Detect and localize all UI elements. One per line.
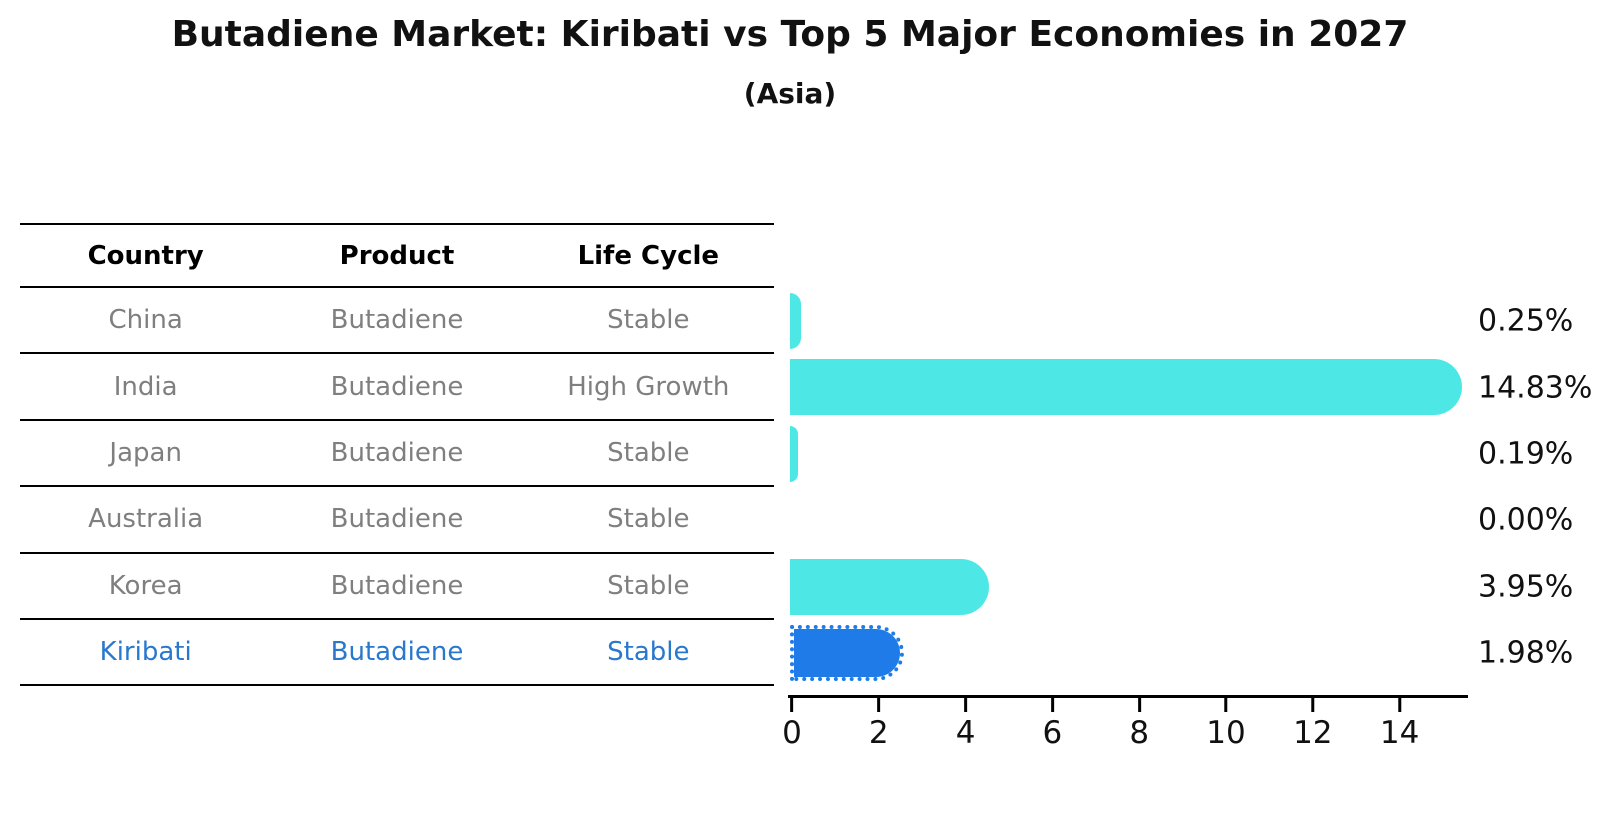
lifecycle-cell: Stable xyxy=(607,437,690,468)
table-row-kiribati: Kiribati Butadiene Stable 1.98% xyxy=(0,620,1604,687)
table-row-cells: India Butadiene High Growth xyxy=(20,354,774,421)
x-axis-tick: 10 xyxy=(1206,698,1246,751)
table-header-row: Country Product Life Cycle xyxy=(0,223,1604,288)
tick-mark xyxy=(1050,698,1054,712)
tick-label: 6 xyxy=(1042,715,1063,751)
value-label-kiribati: 1.98% xyxy=(1478,635,1574,671)
value-label-japan: 0.19% xyxy=(1478,436,1574,472)
table-row-japan: Japan Butadiene Stable 0.19% xyxy=(0,421,1604,488)
lifecycle-cell: Stable xyxy=(607,305,690,336)
table-row-cells: Australia Butadiene Stable xyxy=(20,487,774,554)
x-axis: 0 2 4 6 8 10 12 14 xyxy=(782,695,1478,765)
tick-label: 2 xyxy=(868,715,889,751)
country-cell: China xyxy=(108,305,183,336)
table-row-india: India Butadiene High Growth 14.83% xyxy=(0,354,1604,421)
value-label-india: 14.83% xyxy=(1478,370,1593,406)
x-axis-tick: 0 xyxy=(782,698,802,751)
tick-label: 14 xyxy=(1379,715,1420,751)
lifecycle-cell: Stable xyxy=(607,637,690,668)
lifecycle-cell: High Growth xyxy=(567,371,730,402)
chart-subtitle: (Asia) xyxy=(743,77,837,110)
tick-label: 0 xyxy=(782,715,802,751)
bar-korea xyxy=(790,558,990,615)
product-cell: Butadiene xyxy=(330,305,464,336)
tick-mark xyxy=(790,698,794,712)
value-label-korea: 3.95% xyxy=(1478,569,1574,605)
product-cell: Butadiene xyxy=(330,637,464,668)
bar-japan xyxy=(790,425,799,482)
chart-title: Butadiene Market: Kiribati vs Top 5 Majo… xyxy=(171,14,1409,55)
column-header-product: Product xyxy=(339,240,455,271)
x-axis-tick: 4 xyxy=(955,698,976,751)
bar-kiribati xyxy=(790,624,904,681)
chart-header: Butadiene Market: Kiribati vs Top 5 Majo… xyxy=(0,14,1580,110)
bar-india xyxy=(790,359,1462,416)
value-label-australia: 0.00% xyxy=(1478,502,1574,538)
tick-label: 10 xyxy=(1206,715,1246,751)
column-header-lifecycle: Life Cycle xyxy=(577,240,720,271)
country-cell: Australia xyxy=(88,504,204,535)
table-row-cells: Korea Butadiene Stable xyxy=(20,554,774,620)
value-label-china: 0.25% xyxy=(1478,303,1574,339)
product-cell: Butadiene xyxy=(330,570,464,601)
product-cell: Butadiene xyxy=(330,437,464,468)
tick-mark xyxy=(1137,698,1141,712)
table-row-cells: China Butadiene Stable xyxy=(20,288,774,355)
tick-label: 8 xyxy=(1129,715,1150,751)
table-row-cells: Kiribati Butadiene Stable xyxy=(20,620,774,687)
x-axis-line xyxy=(788,695,1468,698)
tick-mark xyxy=(877,698,881,712)
tick-mark xyxy=(964,698,968,712)
country-cell: Kiribati xyxy=(99,637,192,668)
product-cell: Butadiene xyxy=(330,504,464,535)
x-axis-tick: 8 xyxy=(1129,698,1149,751)
product-cell: Butadiene xyxy=(330,371,464,402)
table-row-china: China Butadiene Stable 0.25% xyxy=(0,288,1604,355)
country-cell: India xyxy=(113,371,178,402)
country-cell: Japan xyxy=(109,437,182,468)
x-axis-tick: 14 xyxy=(1380,698,1419,751)
x-axis-tick: 12 xyxy=(1293,698,1333,751)
tick-mark xyxy=(1224,698,1228,712)
bar-china xyxy=(790,293,801,349)
x-axis-tick: 6 xyxy=(1042,698,1063,751)
tick-mark xyxy=(1398,698,1402,712)
column-header-country: Country xyxy=(87,240,204,271)
table-and-bars: Country Product Life Cycle China Butadie… xyxy=(0,223,1604,687)
table-row-cells: Japan Butadiene Stable xyxy=(20,421,774,488)
lifecycle-cell: Stable xyxy=(607,504,690,535)
tick-label: 4 xyxy=(955,715,976,751)
country-cell: Korea xyxy=(108,570,183,601)
lifecycle-cell: Stable xyxy=(607,570,690,601)
tick-label: 12 xyxy=(1293,715,1333,751)
table-header-cells: Country Product Life Cycle xyxy=(20,223,774,288)
tick-mark xyxy=(1311,698,1315,712)
x-axis-tick: 2 xyxy=(869,698,889,751)
table-row-australia: Australia Butadiene Stable 0.00% xyxy=(0,487,1604,554)
table-row-korea: Korea Butadiene Stable 3.95% xyxy=(0,554,1604,620)
